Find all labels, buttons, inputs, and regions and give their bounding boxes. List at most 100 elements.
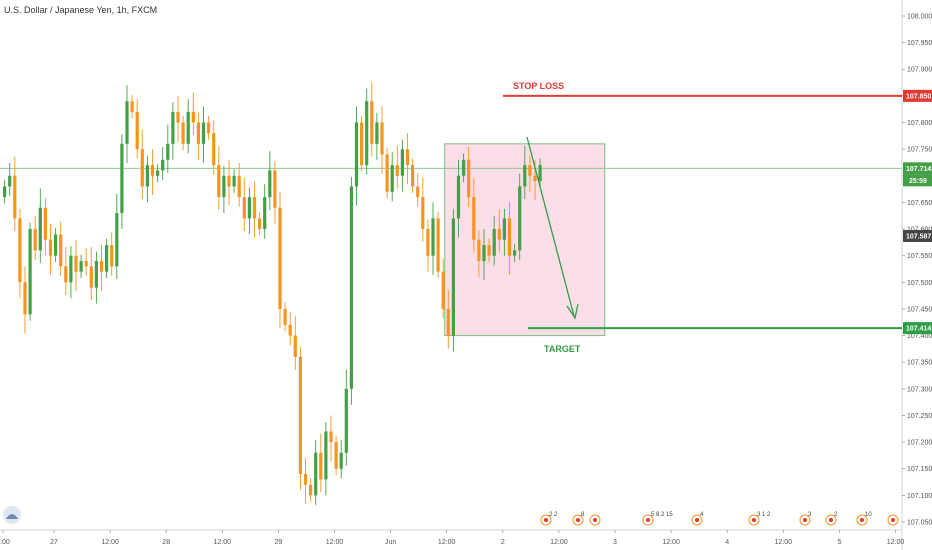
candle[interactable] (33, 229, 37, 251)
candle[interactable] (349, 186, 353, 389)
candle[interactable] (431, 218, 435, 256)
candle[interactable] (446, 308, 450, 336)
candle[interactable] (451, 218, 455, 336)
candle[interactable] (186, 111, 190, 144)
candle[interactable] (518, 186, 522, 251)
candle[interactable] (64, 266, 68, 283)
candle[interactable] (115, 213, 119, 267)
candle[interactable] (487, 245, 491, 256)
candle[interactable] (385, 154, 389, 192)
candle[interactable] (497, 229, 501, 240)
candle[interactable] (196, 122, 200, 144)
candle[interactable] (477, 239, 481, 262)
candle[interactable] (43, 207, 47, 240)
candle[interactable] (69, 255, 73, 283)
candle[interactable] (513, 250, 517, 256)
candle[interactable] (23, 282, 27, 315)
candle[interactable] (176, 111, 180, 123)
candle[interactable] (283, 308, 287, 325)
candle[interactable] (232, 175, 236, 187)
candle[interactable] (426, 229, 430, 256)
candle[interactable] (436, 218, 440, 272)
candle[interactable] (54, 234, 58, 256)
candle[interactable] (400, 149, 404, 176)
candle[interactable] (258, 218, 262, 230)
candle[interactable] (145, 165, 149, 187)
candle[interactable] (462, 159, 466, 176)
candle[interactable] (237, 175, 241, 198)
candle[interactable] (38, 207, 42, 251)
candle[interactable] (28, 229, 32, 315)
candle[interactable] (48, 239, 53, 256)
candle[interactable] (472, 197, 476, 240)
candle[interactable] (314, 452, 318, 496)
candle[interactable] (120, 143, 124, 214)
candle[interactable] (354, 122, 359, 187)
candle[interactable] (99, 261, 104, 272)
candle[interactable] (416, 186, 420, 198)
candle[interactable] (441, 271, 445, 309)
candle[interactable] (533, 175, 537, 182)
candle[interactable] (395, 165, 399, 176)
candle[interactable] (538, 165, 542, 182)
candle[interactable] (135, 111, 139, 150)
candle[interactable] (94, 261, 98, 288)
candle[interactable] (191, 111, 195, 123)
candle[interactable] (339, 452, 343, 469)
candle[interactable] (360, 122, 364, 166)
candle[interactable] (8, 175, 12, 187)
candle[interactable] (125, 101, 129, 144)
candle[interactable] (298, 356, 302, 475)
candle[interactable] (181, 122, 185, 144)
candle[interactable] (456, 175, 461, 219)
candle[interactable] (375, 122, 379, 144)
candle[interactable] (207, 122, 211, 134)
candle[interactable] (105, 245, 109, 272)
candle[interactable] (288, 324, 292, 336)
candle[interactable] (18, 218, 22, 283)
candle[interactable] (150, 165, 155, 176)
candle[interactable] (263, 197, 267, 230)
candle[interactable] (390, 165, 394, 192)
candle[interactable] (380, 122, 384, 155)
candle[interactable] (507, 218, 512, 256)
candle[interactable] (13, 175, 17, 219)
candle[interactable] (74, 255, 78, 272)
candle[interactable] (140, 149, 144, 187)
candle[interactable] (411, 165, 415, 187)
candle[interactable] (201, 122, 206, 144)
candle[interactable] (130, 101, 134, 112)
candle[interactable] (502, 218, 506, 240)
candle[interactable] (334, 442, 338, 469)
candle[interactable] (242, 197, 246, 219)
candle[interactable] (370, 101, 374, 144)
candle[interactable] (365, 101, 369, 166)
candle[interactable] (528, 165, 532, 176)
candle[interactable] (247, 197, 251, 219)
candle[interactable] (212, 133, 216, 166)
candle[interactable] (217, 165, 221, 198)
candle[interactable] (222, 175, 226, 198)
candle[interactable] (329, 431, 333, 443)
candle[interactable] (156, 170, 160, 176)
candle[interactable] (110, 245, 114, 267)
candle[interactable] (59, 234, 63, 267)
candle[interactable] (84, 261, 88, 267)
candle[interactable] (303, 474, 308, 485)
candle[interactable] (482, 245, 486, 262)
candle[interactable] (278, 207, 282, 309)
candle[interactable] (293, 335, 297, 357)
candle[interactable] (344, 388, 348, 453)
candle[interactable] (309, 484, 313, 496)
candle[interactable] (324, 431, 328, 480)
candle[interactable] (273, 170, 277, 208)
candle[interactable] (467, 159, 471, 198)
candle[interactable] (3, 186, 7, 198)
candle[interactable] (492, 229, 496, 256)
candle[interactable] (421, 197, 425, 230)
candle[interactable] (166, 143, 170, 160)
candle[interactable] (405, 149, 410, 166)
forecast-arrow[interactable] (526, 136, 575, 317)
